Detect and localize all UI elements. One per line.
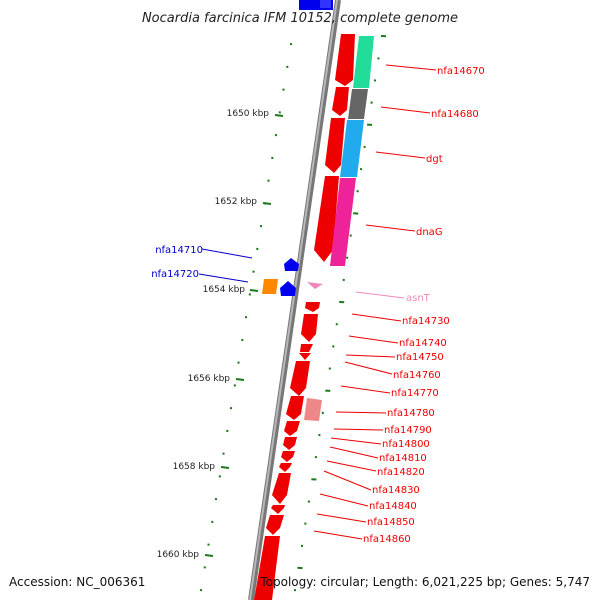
gene-label-nfa14670[interactable]: nfa14670: [437, 66, 485, 77]
gene-nfa14790-arrow[interactable]: [284, 421, 300, 436]
forward-strand-genes: [314, 34, 355, 262]
gene-nfa14720-arrow[interactable]: [280, 281, 296, 296]
gene-label-nfa14840[interactable]: nfa14840: [369, 501, 417, 512]
gene-nfa14840-arrow[interactable]: [271, 505, 285, 514]
gene-nfa14780-arrow[interactable]: [286, 396, 304, 420]
outer-tick-trail: [293, 35, 387, 592]
gene-dnaG-arrow[interactable]: [314, 176, 339, 262]
gene-label-nfa14830[interactable]: nfa14830: [372, 485, 420, 496]
cog-band-dnaG: [330, 178, 356, 266]
gene-nfa14750-arrow[interactable]: [300, 344, 313, 352]
gene-label-nfa14760[interactable]: nfa14760: [393, 370, 441, 381]
cog-band-nfa14680: [348, 89, 368, 119]
map-title: Nocardia farcinica IFM 10152, complete g…: [142, 11, 458, 26]
gene-label-nfa14850[interactable]: nfa14850: [367, 517, 415, 528]
cog-band-nfa14780: [304, 398, 322, 421]
cog-band-dgt: [340, 120, 364, 177]
gene-label-nfa14680[interactable]: nfa14680: [431, 109, 479, 120]
gene-asnT-arrow[interactable]: [307, 282, 323, 289]
reverse-strand-genes: [262, 258, 323, 296]
gene-label-nfa14770[interactable]: nfa14770: [391, 388, 439, 399]
gene-label-nfa14860[interactable]: nfa14860: [363, 534, 411, 545]
gene-nfa14820-arrow[interactable]: [279, 463, 292, 472]
gene-label-nfa14780[interactable]: nfa14780: [387, 408, 435, 419]
gene-label-nfa14810[interactable]: nfa14810: [379, 453, 427, 464]
ruler-label-1658: 1658 kbp: [173, 462, 216, 472]
gene-dgt-arrow[interactable]: [325, 118, 345, 173]
gene-label-nfa14800[interactable]: nfa14800: [382, 439, 430, 450]
gene-nfa14680-arrow[interactable]: [332, 87, 349, 116]
gene-partial-top[interactable]: [299, 0, 333, 10]
gene-label-dgt[interactable]: dgt: [426, 154, 443, 165]
ruler-label-1660: 1660 kbp: [157, 550, 200, 560]
cog-band-nfa14720: [262, 279, 278, 294]
topology-text: Topology: circular; Length: 6,021,225 bp…: [259, 575, 590, 589]
gene-nfa14810-arrow[interactable]: [281, 451, 295, 462]
label-connectors: [198, 64, 437, 540]
gene-label-nfa14790[interactable]: nfa14790: [384, 425, 432, 436]
ruler-label-1654: 1654 kbp: [203, 285, 246, 295]
gene-label-nfa14750[interactable]: nfa14750: [396, 352, 444, 363]
top-partial-genes: [299, 0, 333, 10]
cog-band-nfa14670: [353, 36, 374, 88]
gene-label-nfa14740[interactable]: nfa14740: [399, 338, 447, 349]
gene-label-nfa14720[interactable]: nfa14720: [151, 269, 199, 280]
ruler-label-1656: 1656 kbp: [188, 374, 231, 384]
gene-label-dnaG[interactable]: dnaG: [416, 227, 443, 238]
gene-nfa14760-arrow[interactable]: [299, 353, 311, 360]
gene-nfa14770-arrow[interactable]: [290, 361, 310, 396]
ruler-ticks: 1650 kbp 1652 kbp 1654 kbp 1656 kbp 1658…: [157, 109, 284, 560]
gene-label-nfa14820[interactable]: nfa14820: [377, 467, 425, 478]
gene-label-asnT[interactable]: asnT: [406, 293, 431, 304]
accession-text: Accession: NC_006361: [9, 575, 145, 589]
gene-nfa14800-arrow[interactable]: [283, 437, 297, 450]
downstream-forward-genes: [254, 302, 322, 600]
ruler-label-1652: 1652 kbp: [215, 197, 258, 207]
gene-label-nfa14730[interactable]: nfa14730: [402, 316, 450, 327]
inner-tick-trail: [199, 43, 293, 592]
gene-nfa14850-arrow[interactable]: [266, 515, 284, 535]
gene-nfa14710-arrow[interactable]: [284, 258, 299, 271]
gene-nfa14860-arrow[interactable]: [254, 536, 280, 600]
gene-nfa14740-arrow[interactable]: [301, 314, 318, 342]
cog-bands: [330, 36, 374, 266]
gene-nfa14670-arrow[interactable]: [335, 34, 355, 86]
genome-backbone: [248, 0, 341, 600]
gene-nfa14830-arrow[interactable]: [272, 473, 291, 504]
gene-nfa14730-arrow[interactable]: [305, 302, 320, 312]
gene-label-nfa14710[interactable]: nfa14710: [155, 245, 203, 256]
gene-labels: nfa14670 nfa14680 dgt dnaG nfa14710 nfa1…: [151, 66, 485, 545]
ruler-label-1650: 1650 kbp: [227, 109, 270, 119]
